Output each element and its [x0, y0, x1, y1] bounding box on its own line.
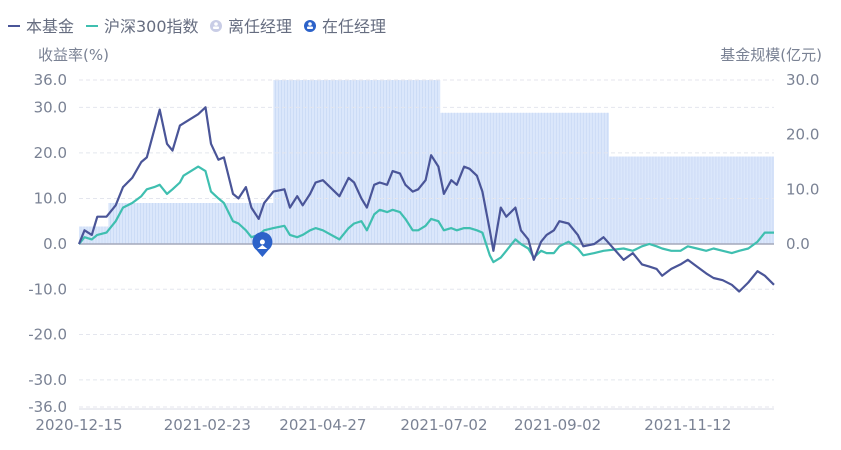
y-axis-left-tick-label: 10.0: [34, 189, 67, 207]
y-axis-left-tick-label: -20.0: [28, 326, 67, 344]
fund-scale-bar: [108, 203, 274, 244]
y-axis-right-tick-label: 0.0: [786, 235, 810, 253]
x-axis-tick-label: 2020-12-15: [35, 416, 122, 434]
series-lines: [77, 106, 775, 293]
legend-label: 离任经理: [228, 17, 292, 36]
series-line-index: [78, 165, 774, 264]
gridlines: [79, 79, 774, 410]
manager-head: [308, 22, 312, 26]
y-axis-right-ticks: 30.0 20.0 10.0 0.0: [786, 71, 819, 253]
y-axis-right-tick-label: 10.0: [786, 180, 819, 198]
series-line-fund: [77, 106, 775, 293]
manager-pin-body: [257, 245, 268, 249]
y-axis-left-label: 收益率(%): [38, 46, 109, 64]
fund-scale-area: [79, 80, 774, 244]
manager-icon: [304, 20, 316, 32]
y-axis-left-tick-label: 20.0: [34, 144, 67, 162]
legend-label: 沪深300指数: [104, 17, 199, 36]
x-axis-tick-label: 2021-11-12: [644, 416, 731, 434]
y-axis-left-tick-label: -30.0: [28, 371, 67, 389]
y-axis-left-tick-label: 30.0: [34, 98, 67, 116]
legend-manager-icon: [304, 20, 316, 32]
legend-label: 本基金: [26, 17, 74, 36]
y-axis-left-tick-label: 0.0: [43, 235, 67, 253]
y-axis-left-tick-label: -10.0: [28, 280, 67, 298]
x-axis-ticks: 2020-12-15 2021-02-23 2021-04-27 2021-07-02…: [35, 416, 731, 434]
y-axis-left-tick-label: 36.0: [34, 71, 67, 89]
x-axis-tick-label: 2021-04-27: [279, 416, 366, 434]
fund-scale-bar: [608, 156, 774, 244]
y-axis-right-label: 基金规模(亿元): [720, 46, 822, 64]
manager-head: [214, 22, 218, 26]
manager-marker[interactable]: [252, 232, 273, 257]
manager-pin-head: [259, 239, 265, 245]
y-axis-right-tick-label: 20.0: [786, 126, 819, 144]
x-axis-tick-label: 2021-09-02: [514, 416, 601, 434]
y-axis-right-tick-label: 30.0: [786, 71, 819, 89]
x-axis-tick-label: 2021-07-02: [400, 416, 487, 434]
y-axis-left-tick-label: -36.0: [28, 398, 67, 416]
y-axis-left-ticks: 36.0 30.0 20.0 10.0 0.0 -10.0 -20.0 -30.0 -36.0: [28, 71, 67, 416]
fund-scale-bar: [440, 112, 609, 244]
manager-icon: [210, 20, 222, 32]
legend-manager-icon: [210, 20, 222, 32]
manager-body: [213, 26, 219, 29]
manager-body: [307, 26, 313, 29]
x-axis-tick-label: 2021-02-23: [164, 416, 251, 434]
chart-legend: 本基金 沪深300指数 离任经理 在任经理: [8, 17, 386, 36]
fund-scale-bar: [273, 80, 441, 244]
legend-label: 在任经理: [322, 17, 386, 36]
